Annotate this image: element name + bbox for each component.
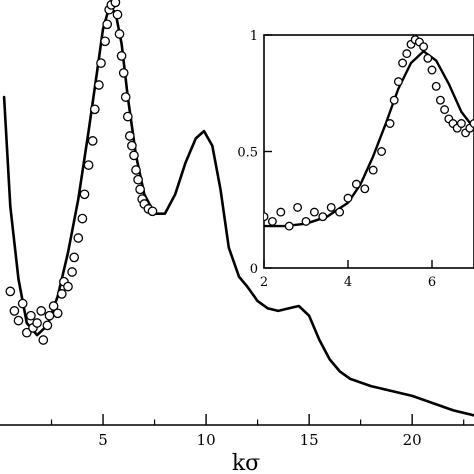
main-data-point xyxy=(94,80,104,90)
main-data-point xyxy=(9,306,20,316)
inset-data-point xyxy=(440,105,450,115)
inset-data-point xyxy=(360,184,370,194)
inset-x-tick-label: 4 xyxy=(344,275,352,290)
inset-data-point xyxy=(469,119,474,128)
inset-data-point xyxy=(301,216,311,226)
main-data-point xyxy=(36,306,47,316)
inset-data-point xyxy=(335,207,345,217)
main-data-point xyxy=(87,136,98,146)
main-data-point xyxy=(17,298,28,309)
main-data-point xyxy=(13,315,24,326)
main-data-point xyxy=(124,131,135,141)
main-x-tick-label: 10 xyxy=(197,431,216,449)
main-x-tick-label: 5 xyxy=(98,431,108,449)
main-data-point xyxy=(44,310,55,321)
main-data-point xyxy=(32,318,42,328)
main-data-point xyxy=(83,160,94,170)
inset-plot: 2 4 6 0 0.5 1 xyxy=(237,29,474,290)
main-plot: 5 10 15 20 xyxy=(0,0,474,449)
inset-data-point xyxy=(284,221,294,231)
x-axis-title: kσ xyxy=(232,451,260,474)
main-data-point xyxy=(147,206,158,217)
main-data-point xyxy=(5,286,16,297)
inset-data-point xyxy=(431,81,441,91)
main-data-point xyxy=(52,308,63,319)
main-data-points xyxy=(5,0,158,345)
inset-x-tick-label: 6 xyxy=(428,275,436,290)
main-data-point xyxy=(26,310,36,321)
inset-data-point xyxy=(385,119,395,128)
main-data-point xyxy=(127,140,137,151)
inset-data-point xyxy=(267,216,277,226)
main-data-point xyxy=(56,289,67,299)
main-data-point xyxy=(42,320,53,331)
inset-data-point xyxy=(351,179,361,189)
inset-data-point xyxy=(402,49,412,59)
main-theory-curve xyxy=(2,6,474,417)
main-data-point xyxy=(118,68,129,78)
main-data-point xyxy=(48,301,59,311)
main-data-point xyxy=(63,281,73,292)
main-data-point xyxy=(79,189,90,200)
main-x-tick-label: 15 xyxy=(300,431,319,449)
inset-data-point xyxy=(419,42,429,52)
main-data-point xyxy=(69,252,80,263)
main-data-point xyxy=(100,36,110,47)
main-data-point xyxy=(129,150,139,161)
main-data-point xyxy=(135,184,145,195)
main-data-point xyxy=(133,174,143,185)
main-data-point xyxy=(131,165,141,175)
main-data-point xyxy=(112,9,123,20)
inset-data-points xyxy=(264,35,474,231)
main-data-point xyxy=(114,29,125,39)
inset-data-point xyxy=(456,119,466,128)
main-data-point xyxy=(110,0,121,8)
inset-data-point xyxy=(393,77,403,87)
inset-data-point xyxy=(293,202,303,212)
inset-data-point xyxy=(423,53,433,63)
main-data-point xyxy=(116,51,127,61)
main-data-point xyxy=(122,111,133,122)
main-data-point xyxy=(102,19,113,30)
inset-data-point xyxy=(389,95,399,105)
main-data-point xyxy=(67,267,77,277)
main-data-point xyxy=(38,335,49,345)
main-data-point xyxy=(73,233,84,243)
inset-x-tick-label: 2 xyxy=(260,275,268,290)
inset-data-point xyxy=(276,207,286,217)
inset-data-point xyxy=(264,212,269,222)
inset-data-point xyxy=(309,207,319,217)
inset-data-point xyxy=(326,202,336,212)
inset-data-point xyxy=(368,165,378,175)
inset-data-point xyxy=(398,58,408,68)
inset-data-point xyxy=(343,193,353,203)
inset-data-point xyxy=(435,95,445,105)
main-data-point xyxy=(89,104,100,115)
inset-data-point xyxy=(427,65,437,75)
main-data-point xyxy=(77,213,88,224)
inset-data-point xyxy=(377,147,387,156)
inset-y-tick-label: 1 xyxy=(250,29,258,44)
main-data-point xyxy=(120,92,131,102)
main-series-line xyxy=(2,6,474,417)
main-data-point xyxy=(21,327,32,338)
main-x-tick-label: 20 xyxy=(403,431,422,449)
main-data-point xyxy=(96,58,106,68)
inset-data-point xyxy=(318,212,328,222)
inset-y-tick-label: 0 xyxy=(250,262,258,277)
inset-y-tick-label: 0.5 xyxy=(237,146,258,161)
